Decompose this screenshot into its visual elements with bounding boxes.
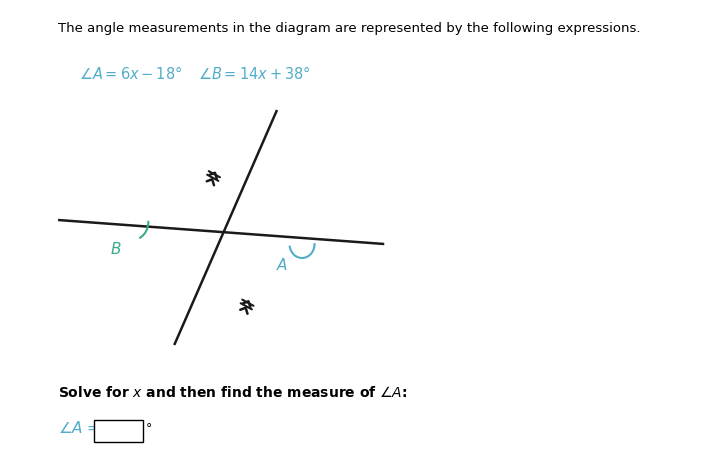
Text: $\angle A = 6x - 18°$: $\angle A = 6x - 18°$ — [79, 65, 182, 82]
Text: Solve for $x$ and then find the measure of $\angle A$:: Solve for $x$ and then find the measure … — [58, 385, 408, 400]
Text: The angle measurements in the diagram are represented by the following expressio: The angle measurements in the diagram ar… — [58, 22, 640, 35]
FancyBboxPatch shape — [94, 420, 143, 442]
Text: $\angle B = 14x + 38°$: $\angle B = 14x + 38°$ — [198, 65, 311, 82]
Text: A: A — [277, 258, 287, 273]
Text: B: B — [111, 242, 121, 257]
Text: $\angle A$ =: $\angle A$ = — [58, 420, 100, 436]
Text: °: ° — [146, 422, 152, 435]
